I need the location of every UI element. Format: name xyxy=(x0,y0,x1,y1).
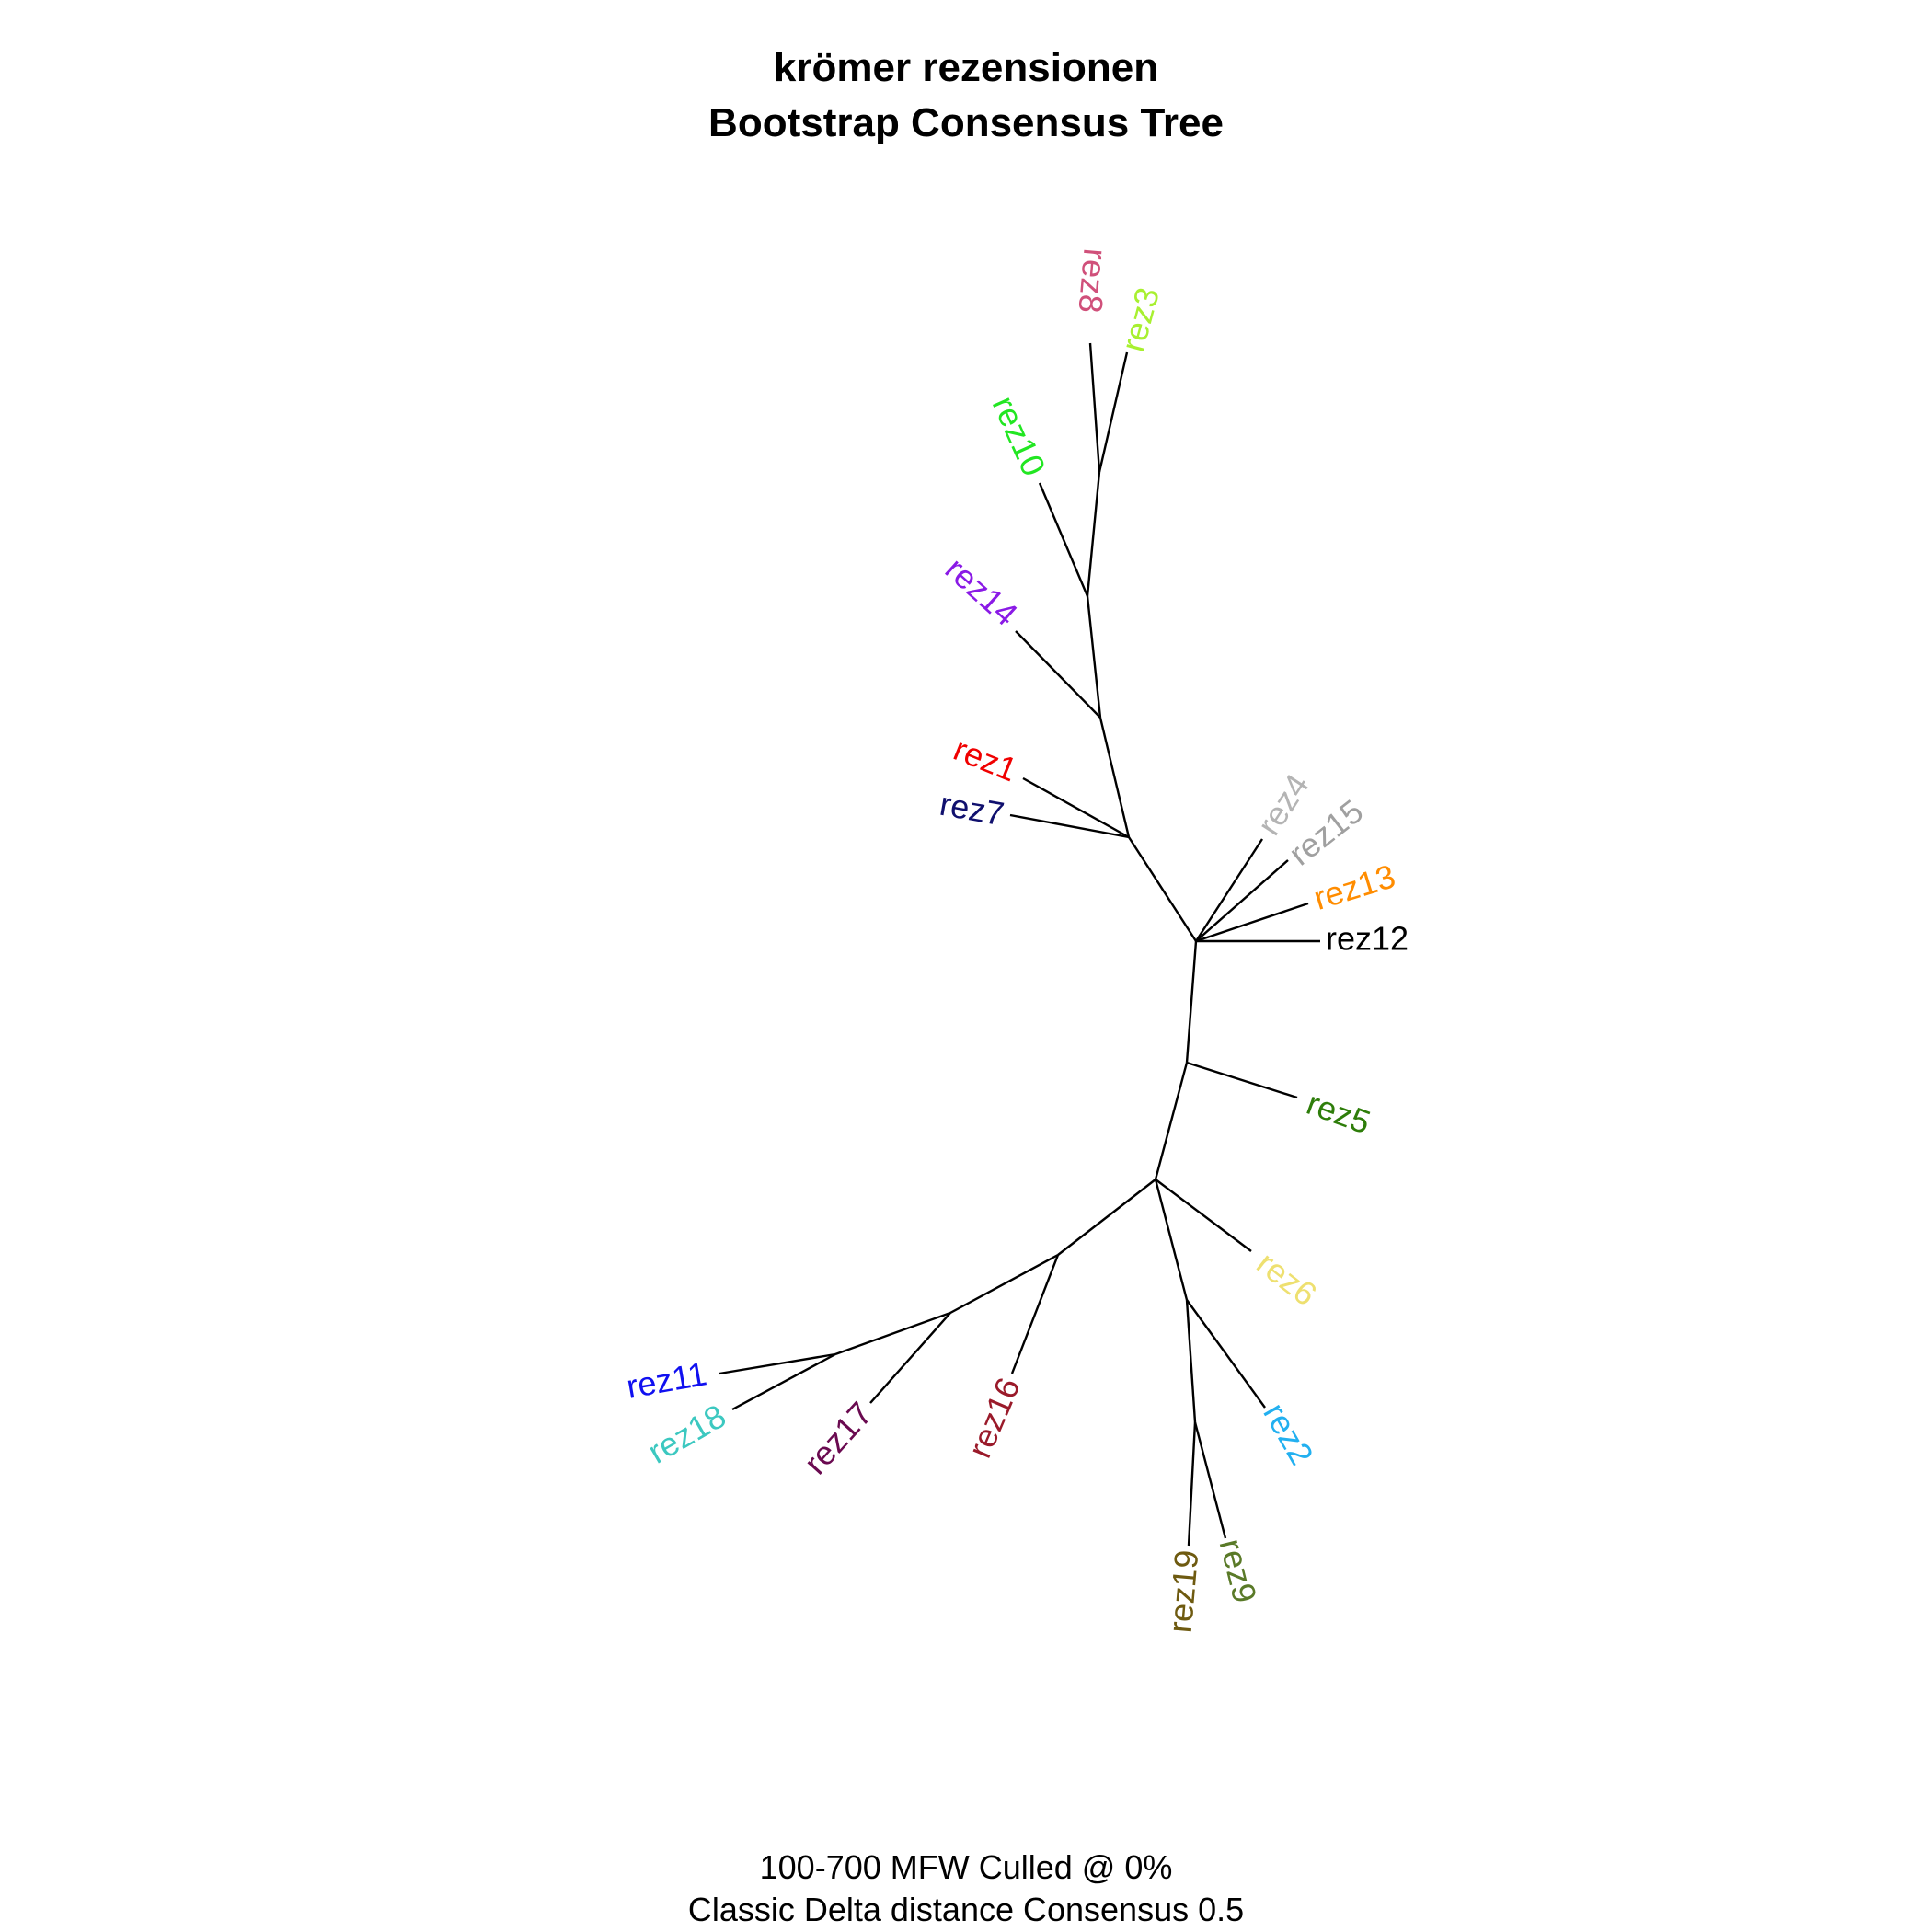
tip-branch-rez15 xyxy=(1195,859,1289,942)
tip-label-rez14: rez14 xyxy=(938,549,1025,633)
tip-label-rez1: rez1 xyxy=(949,730,1022,788)
tip-label-rez7: rez7 xyxy=(937,785,1006,834)
tree-title-line1: krömer rezensionen xyxy=(773,45,1159,90)
caption-line2: Classic Delta distance Consensus 0.5 xyxy=(687,1891,1245,1928)
tip-branch-rez9 xyxy=(1193,1421,1227,1539)
tip-label-rez6: rez6 xyxy=(1250,1244,1324,1313)
tip-label-rez11: rez11 xyxy=(624,1354,709,1406)
tip-branch-rez10 xyxy=(1038,482,1089,597)
internal-branch xyxy=(949,1253,1059,1315)
tip-branch-rez17 xyxy=(869,1312,951,1404)
tip-label-rez16: rez16 xyxy=(960,1372,1028,1463)
tip-branch-rez2 xyxy=(1186,1299,1266,1409)
internal-branch xyxy=(1154,1179,1189,1301)
tip-label-rez19: rez19 xyxy=(1161,1548,1206,1634)
tip-branch-rez6 xyxy=(1155,1179,1252,1252)
tip-branch-rez3 xyxy=(1098,351,1129,473)
tip-label-rez10: rez10 xyxy=(985,390,1053,481)
tip-label-rez18: rez18 xyxy=(641,1397,731,1471)
tip-branch-rez11 xyxy=(719,1352,836,1375)
tip-branch-rez16 xyxy=(1010,1254,1060,1374)
tip-branch-rez19 xyxy=(1187,1421,1197,1547)
tip-label-rez3: rez3 xyxy=(1113,283,1167,355)
tip-label-rez13: rez13 xyxy=(1309,857,1399,917)
caption-line1: 100-700 MFW Culled @ 0% xyxy=(759,1848,1173,1886)
internal-branch xyxy=(834,1311,951,1356)
internal-branch xyxy=(1098,717,1131,838)
tip-label-rez5: rez5 xyxy=(1302,1084,1375,1141)
tip-branch-rez5 xyxy=(1186,1061,1298,1099)
tip-label-rez8: rez8 xyxy=(1071,247,1114,315)
tip-branch-rez18 xyxy=(731,1352,836,1411)
tip-label-rez2: rez2 xyxy=(1256,1397,1321,1471)
tip-branch-rez1 xyxy=(1022,776,1130,839)
tree-branches xyxy=(719,342,1320,1547)
internal-branch xyxy=(1154,1062,1189,1180)
tip-branch-rez8 xyxy=(1088,342,1101,473)
tip-label-rez17: rez17 xyxy=(796,1395,880,1481)
internal-branch xyxy=(1127,836,1198,942)
tip-label-rez12: rez12 xyxy=(1326,920,1409,958)
internal-branch xyxy=(1185,1299,1197,1423)
tip-branch-rez4 xyxy=(1194,838,1264,942)
tip-branch-rez14 xyxy=(1015,630,1101,719)
tree-title-line2: Bootstrap Consensus Tree xyxy=(708,100,1224,145)
internal-branch xyxy=(1086,595,1102,719)
tip-label-rez9: rez9 xyxy=(1213,1535,1265,1606)
internal-branch xyxy=(1057,1179,1156,1256)
internal-branch xyxy=(1185,940,1198,1064)
internal-branch xyxy=(1086,471,1101,597)
tip-branch-rez13 xyxy=(1195,902,1309,943)
tip-branch-rez7 xyxy=(1009,813,1130,839)
